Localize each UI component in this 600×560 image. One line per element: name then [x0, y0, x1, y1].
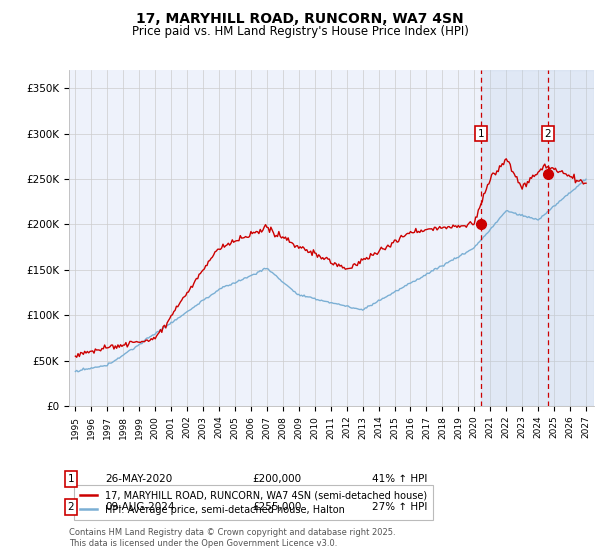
Text: 17, MARYHILL ROAD, RUNCORN, WA7 4SN: 17, MARYHILL ROAD, RUNCORN, WA7 4SN — [136, 12, 464, 26]
Bar — [481, 70, 594, 406]
Bar — [548, 70, 594, 406]
Text: 2: 2 — [67, 502, 74, 512]
Text: 2: 2 — [544, 129, 551, 138]
Text: 1: 1 — [67, 474, 74, 484]
Text: 09-AUG-2024: 09-AUG-2024 — [105, 502, 175, 512]
Text: 1: 1 — [478, 129, 484, 138]
Text: Contains HM Land Registry data © Crown copyright and database right 2025.
This d: Contains HM Land Registry data © Crown c… — [69, 528, 395, 548]
Text: 41% ↑ HPI: 41% ↑ HPI — [372, 474, 427, 484]
Text: 26-MAY-2020: 26-MAY-2020 — [105, 474, 172, 484]
Text: £255,000: £255,000 — [252, 502, 301, 512]
Text: £200,000: £200,000 — [252, 474, 301, 484]
Legend: 17, MARYHILL ROAD, RUNCORN, WA7 4SN (semi-detached house), HPI: Average price, s: 17, MARYHILL ROAD, RUNCORN, WA7 4SN (sem… — [74, 485, 433, 520]
Text: 27% ↑ HPI: 27% ↑ HPI — [372, 502, 427, 512]
Text: Price paid vs. HM Land Registry's House Price Index (HPI): Price paid vs. HM Land Registry's House … — [131, 25, 469, 38]
